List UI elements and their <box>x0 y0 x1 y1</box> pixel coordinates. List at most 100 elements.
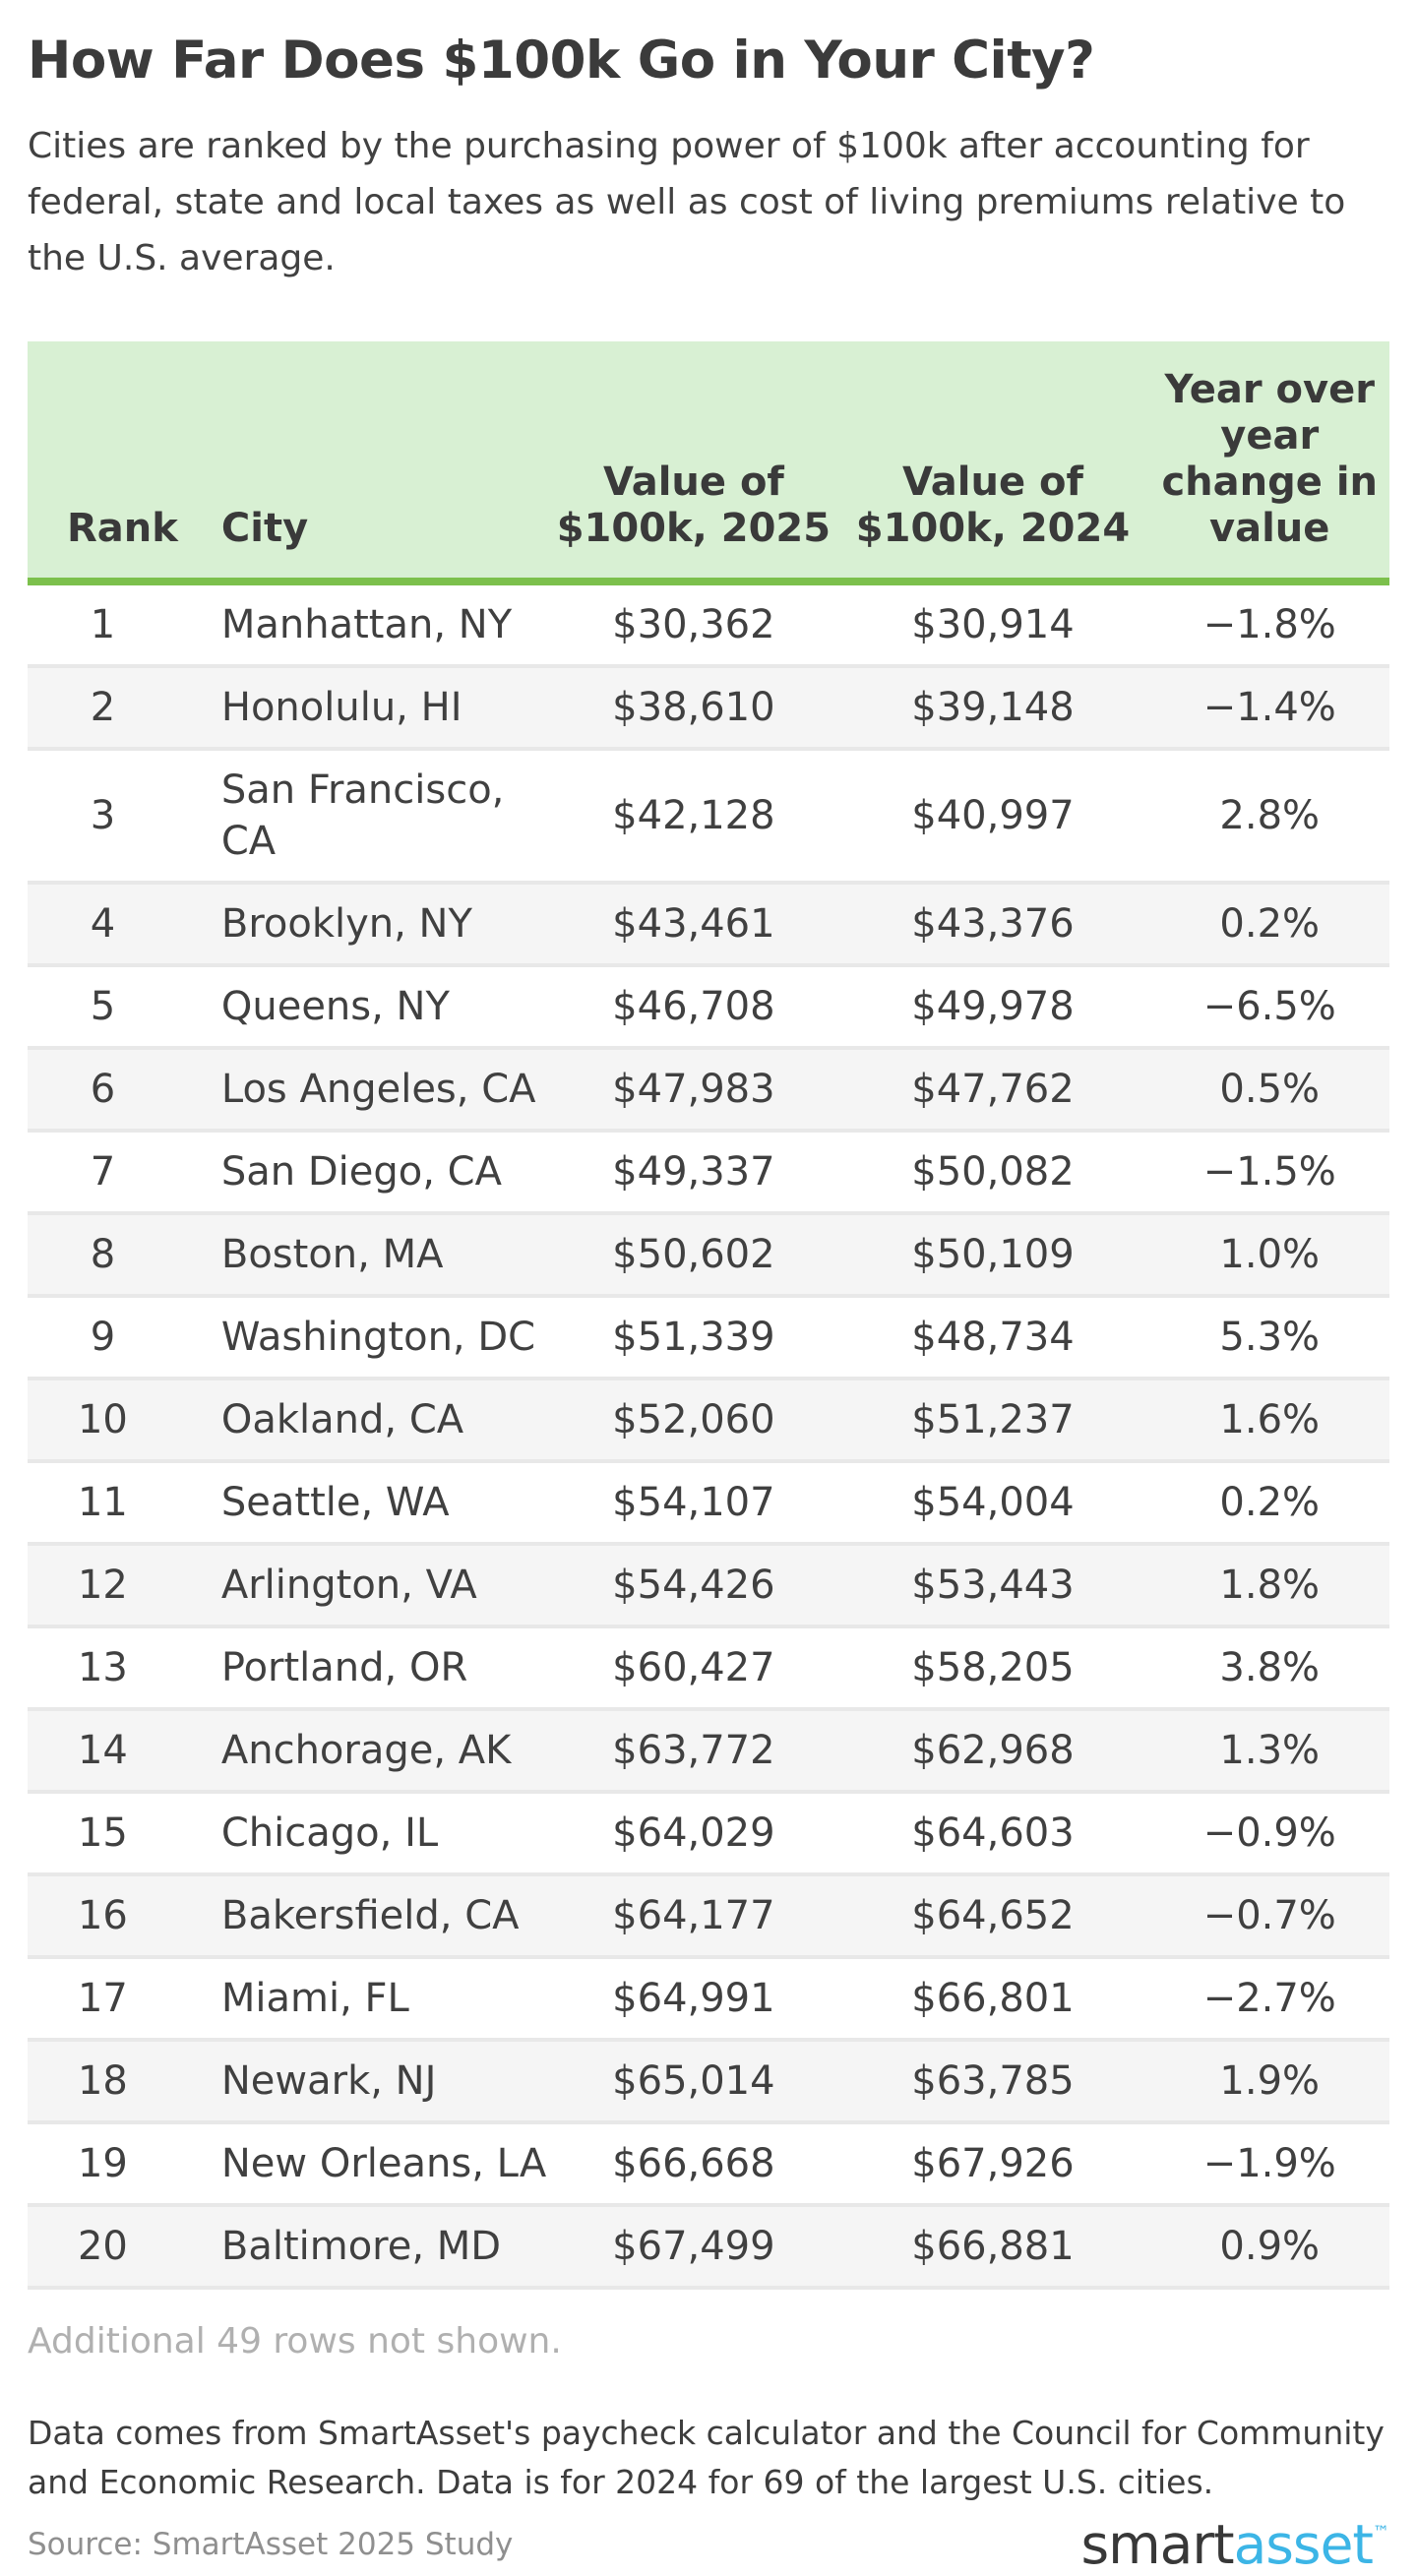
value-2024-cell: $58,205 <box>911 1645 1075 1690</box>
city-cell: Oakland, CA <box>178 1379 551 1461</box>
value-2024-cell: $47,762 <box>911 1067 1075 1112</box>
value-2024-cell: $50,082 <box>911 1149 1075 1195</box>
header-change: Year over year change in value <box>1149 341 1389 582</box>
city-cell: Miami, FL <box>178 1957 551 2040</box>
table-header-row: Rank City Value of $100k, 2025 Value of … <box>28 341 1389 582</box>
city-name: Honolulu, HI <box>220 685 462 730</box>
value-2025-cell: $52,060 <box>612 1397 775 1442</box>
change-cell: 0.5% <box>1219 1067 1321 1112</box>
table-row: 2 Honolulu, HI $38,610 $39,148 −1.4% <box>28 666 1389 749</box>
city-cell: Los Angeles, CA <box>178 1048 551 1131</box>
rank-cell: 9 <box>90 1315 116 1360</box>
value-2024-cell: $63,785 <box>911 2058 1075 2104</box>
value-2025-cell: $64,991 <box>612 1976 775 2021</box>
table-row: 4 Brooklyn, NY $43,461 $43,376 0.2% <box>28 883 1389 965</box>
city-name: San Diego, CA <box>220 1149 502 1195</box>
city-name: Baltimore, MD <box>220 2224 502 2269</box>
city-cell: Anchorage, AK <box>178 1709 551 1792</box>
city-cell: Seattle, WA <box>178 1461 551 1544</box>
city-cell: San Francisco, CA <box>178 749 551 883</box>
table-row: 17 Miami, FL $64,991 $66,801 −2.7% <box>28 1957 1389 2040</box>
header-value-2025-label: Value of $100k, 2025 <box>556 460 832 551</box>
smartasset-logo: smartasset™ <box>1080 2513 1389 2576</box>
value-2024-cell: $30,914 <box>911 602 1075 647</box>
change-cell: −2.7% <box>1202 1976 1336 2021</box>
change-cell: 1.0% <box>1219 1232 1321 1277</box>
value-2025-cell: $54,426 <box>612 1563 775 1608</box>
city-cell: New Orleans, LA <box>178 2122 551 2205</box>
value-2025-cell: $42,128 <box>612 793 775 838</box>
value-2024-cell: $50,109 <box>911 1232 1075 1277</box>
table-row: 10 Oakland, CA $52,060 $51,237 1.6% <box>28 1379 1389 1461</box>
value-2024-cell: $53,443 <box>911 1563 1075 1608</box>
value-2025-cell: $49,337 <box>612 1149 775 1195</box>
city-name: Anchorage, AK <box>220 1728 512 1773</box>
rank-cell: 3 <box>90 793 116 838</box>
city-name: Boston, MA <box>220 1232 444 1277</box>
table-row: 3 San Francisco, CA $42,128 $40,997 2.8% <box>28 749 1389 883</box>
city-cell: Queens, NY <box>178 965 551 1048</box>
rank-cell: 6 <box>90 1067 116 1112</box>
rank-cell: 11 <box>77 1480 128 1525</box>
value-2024-cell: $54,004 <box>911 1480 1075 1525</box>
change-cell: 1.6% <box>1219 1397 1321 1442</box>
table-row: 13 Portland, OR $60,427 $58,205 3.8% <box>28 1626 1389 1709</box>
value-2025-cell: $47,983 <box>612 1067 775 1112</box>
city-name: San Francisco, CA <box>220 767 505 864</box>
table-row: 6 Los Angeles, CA $47,983 $47,762 0.5% <box>28 1048 1389 1131</box>
rank-cell: 17 <box>77 1976 128 2021</box>
table-row: 5 Queens, NY $46,708 $49,978 −6.5% <box>28 965 1389 1048</box>
table-row: 18 Newark, NJ $65,014 $63,785 1.9% <box>28 2040 1389 2122</box>
header-value-2025: Value of $100k, 2025 <box>551 341 835 582</box>
city-name: Seattle, WA <box>220 1480 450 1525</box>
change-cell: 3.8% <box>1219 1645 1321 1690</box>
value-2025-cell: $63,772 <box>612 1728 775 1773</box>
change-cell: 5.3% <box>1219 1315 1321 1360</box>
change-cell: 0.9% <box>1219 2224 1321 2269</box>
value-2024-cell: $48,734 <box>911 1315 1075 1360</box>
header-rank-label: Rank <box>67 506 178 551</box>
value-2025-cell: $60,427 <box>612 1645 775 1690</box>
value-2025-cell: $65,014 <box>612 2058 775 2104</box>
city-name: Chicago, IL <box>220 1810 439 1856</box>
table-header: Rank City Value of $100k, 2025 Value of … <box>28 341 1389 582</box>
change-cell: −0.9% <box>1202 1810 1336 1856</box>
value-2025-cell: $51,339 <box>612 1315 775 1360</box>
city-name: New Orleans, LA <box>220 2141 547 2186</box>
city-name: Bakersfield, CA <box>220 1893 520 1938</box>
page-subtitle: Cities are ranked by the purchasing powe… <box>28 126 1346 278</box>
value-2024-cell: $66,801 <box>911 1976 1075 2021</box>
table-row: 1 Manhattan, NY $30,362 $30,914 −1.8% <box>28 582 1389 666</box>
value-2024-cell: $64,652 <box>911 1893 1075 1938</box>
change-cell: 0.2% <box>1219 1480 1321 1525</box>
city-cell: Boston, MA <box>178 1213 551 1296</box>
city-cell: Baltimore, MD <box>178 2205 551 2288</box>
rank-cell: 1 <box>90 602 116 647</box>
rank-cell: 4 <box>90 901 116 947</box>
header-city-label: City <box>220 506 309 551</box>
city-name: Manhattan, NY <box>220 602 513 647</box>
city-name: Portland, OR <box>220 1645 468 1690</box>
city-cell: Newark, NJ <box>178 2040 551 2122</box>
table-row: 20 Baltimore, MD $67,499 $66,881 0.9% <box>28 2205 1389 2288</box>
value-2025-cell: $46,708 <box>612 984 775 1029</box>
city-cell: Manhattan, NY <box>178 582 551 666</box>
value-2024-cell: $40,997 <box>911 793 1075 838</box>
change-cell: 1.8% <box>1219 1563 1321 1608</box>
city-cell: Chicago, IL <box>178 1792 551 1874</box>
city-cell: Brooklyn, NY <box>178 883 551 965</box>
table-row: 8 Boston, MA $50,602 $50,109 1.0% <box>28 1213 1389 1296</box>
city-name: Los Angeles, CA <box>220 1067 536 1112</box>
value-2024-cell: $64,603 <box>911 1810 1075 1856</box>
value-2025-cell: $64,029 <box>612 1810 775 1856</box>
header-city: City <box>178 341 551 582</box>
city-cell: San Diego, CA <box>178 1131 551 1213</box>
rank-cell: 18 <box>77 2058 128 2104</box>
value-2024-cell: $51,237 <box>911 1397 1075 1442</box>
table-row: 12 Arlington, VA $54,426 $53,443 1.8% <box>28 1544 1389 1626</box>
rank-cell: 15 <box>77 1810 128 1856</box>
rank-cell: 7 <box>90 1149 116 1195</box>
value-2025-cell: $50,602 <box>612 1232 775 1277</box>
city-name: Newark, NJ <box>220 2058 437 2104</box>
rank-cell: 5 <box>90 984 116 1029</box>
